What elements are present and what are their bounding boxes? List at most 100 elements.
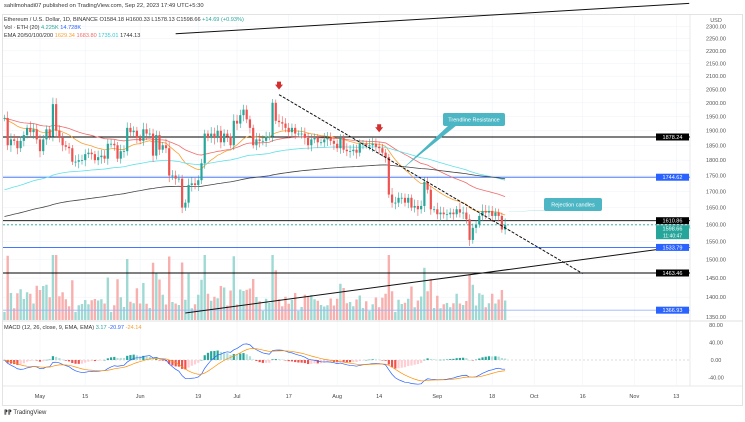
macd-histogram-bar (71, 360, 74, 363)
price-label-bg (656, 133, 689, 141)
volume-bar (132, 303, 135, 320)
legend-high: H1600.33 (125, 17, 150, 23)
volume-bar (319, 305, 323, 320)
volume-bar (500, 290, 504, 320)
macd-histogram-bar (297, 360, 300, 363)
volume-bar (274, 270, 277, 320)
volume-bar (129, 301, 132, 320)
candle-body (122, 151, 126, 152)
macd-histogram-bar (384, 360, 387, 361)
macd-histogram-bar (442, 359, 445, 361)
candle-body (352, 149, 355, 152)
volume-bar (352, 306, 355, 320)
y-tick-label: 1500.00 (706, 258, 726, 264)
candle-body (77, 160, 80, 162)
macd-histogram-bar (287, 360, 290, 362)
macd-histogram-bar (397, 360, 400, 369)
volume-bar (271, 255, 274, 320)
candle-body (58, 130, 61, 138)
macd-histogram-bar (284, 360, 287, 361)
y-tick-label: 1400.00 (706, 295, 726, 301)
callout-label: Trendline Resistance (448, 118, 499, 124)
tradingview-logo[interactable]: ⁋⁋ TradingView (4, 409, 46, 416)
volume-bar (251, 279, 255, 320)
candle-body (48, 129, 51, 137)
macd-histogram-bar (371, 359, 374, 360)
macd-histogram-bar (64, 360, 67, 361)
candle-body (339, 137, 342, 149)
macd-histogram-bar (181, 360, 184, 369)
macd-histogram-bar (365, 359, 368, 361)
legend-symbol: Ethereum / U.S. Dollar, 1D, BINANCE (4, 17, 98, 23)
macd-histogram-bar (13, 360, 16, 365)
price-label-bg (656, 173, 689, 181)
y-tick-label: 1600.00 (706, 222, 726, 228)
volume-bar (297, 311, 300, 320)
macd-histogram-bar (474, 359, 478, 361)
legend-ema-label: EMA 20/50/100/200 (4, 33, 54, 39)
macd-tick-label: -40.00 (708, 376, 724, 382)
volume-bar (87, 304, 90, 320)
macd-histogram-bar (436, 359, 439, 361)
macd-histogram-bar (420, 360, 423, 363)
volume-bar (323, 306, 326, 320)
volume-bar (361, 308, 365, 320)
volume-bar (287, 303, 290, 320)
candle-body (458, 209, 461, 213)
candle-body (397, 197, 400, 203)
candle-body (216, 130, 219, 138)
volume-bar (151, 262, 155, 320)
volume-bar (381, 297, 384, 320)
candle-body (368, 145, 371, 147)
candle-body (400, 197, 403, 199)
macd-histogram-bar (410, 360, 413, 366)
candle-body (462, 212, 465, 214)
volume-bar (216, 298, 219, 320)
candle-body (319, 142, 323, 144)
volume-bar (410, 286, 413, 320)
macd-histogram-bar (407, 360, 410, 366)
macd-histogram-bar (400, 360, 403, 368)
macd-histogram-bar (97, 360, 100, 361)
candle-body (219, 130, 222, 143)
volume-bar (407, 298, 410, 320)
macd-histogram-bar (294, 360, 297, 363)
macd-histogram-bar (352, 360, 355, 362)
candle-body (271, 102, 274, 137)
candle-body (174, 175, 177, 179)
volume-bar (449, 307, 452, 320)
macd-histogram-bar (348, 360, 352, 363)
macd-histogram-bar (126, 355, 129, 360)
macd-histogram-bar (242, 353, 245, 360)
y-tick-label: 1550.00 (706, 240, 726, 246)
candle-body (303, 133, 306, 138)
volume-bar (106, 277, 110, 320)
candle-body (51, 104, 55, 137)
macd-histogram-bar (16, 360, 19, 365)
candle-body (491, 210, 494, 216)
candle-body (223, 133, 226, 143)
volume-bar (203, 255, 206, 320)
candle-body (252, 127, 255, 146)
volume-bar (478, 293, 481, 320)
macd-histogram-bar (452, 358, 455, 360)
macd-histogram-bar (171, 360, 174, 366)
macd-histogram-bar (200, 359, 203, 361)
macd-histogram-bar (210, 351, 213, 360)
macd-histogram-bar (316, 360, 319, 364)
legend-change: +14.69 (+0.93%) (202, 17, 244, 23)
callout-pointer (401, 125, 457, 170)
candle-body (413, 205, 416, 208)
candle-body (449, 212, 452, 215)
volume-bar (171, 302, 174, 320)
ema20-line (4, 117, 506, 216)
macd-histogram-bar (129, 355, 132, 360)
legend-ema100: 1735.01 (98, 33, 119, 39)
candle-body (494, 212, 497, 216)
candle-body (229, 136, 232, 146)
volume-bar (103, 303, 106, 320)
candle-body (168, 148, 171, 176)
volume-bar (16, 293, 19, 320)
volume-bar (113, 305, 116, 320)
